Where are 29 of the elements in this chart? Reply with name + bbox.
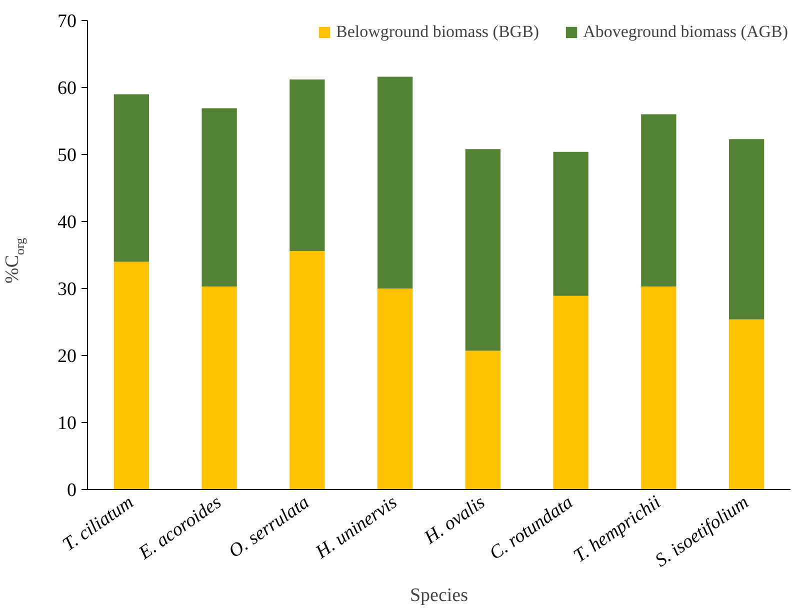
y-tick-label: 10: [58, 413, 76, 434]
bar: [290, 79, 325, 251]
bar: [465, 350, 501, 490]
bar: [202, 108, 237, 286]
legend-label: Aboveground biomass (AGB): [583, 22, 788, 42]
bar: [114, 94, 150, 262]
bar: [114, 262, 150, 490]
y-tick-label: 20: [58, 346, 76, 367]
y-tick-label: 40: [58, 212, 76, 233]
bar: [641, 114, 676, 286]
y-tick-label: 60: [58, 78, 76, 99]
bar: [553, 152, 588, 296]
y-tick-label: 0: [67, 480, 76, 501]
bar: [377, 76, 413, 288]
y-tick-label: 50: [58, 145, 76, 166]
bar: [553, 296, 588, 490]
bar: [377, 288, 413, 490]
y-axis-title: %Corg: [2, 237, 27, 284]
bar: [728, 139, 764, 320]
bar: [202, 286, 237, 490]
bar: [290, 250, 325, 490]
x-tick-label: H. ovalis: [420, 492, 489, 550]
y-tick-label: 30: [58, 279, 76, 300]
bar: [641, 286, 676, 490]
bar: [465, 149, 501, 351]
bar: [728, 319, 764, 490]
y-tick-label: 70: [58, 11, 76, 32]
x-axis-title: Species: [410, 585, 468, 606]
legend-label: Belowground biomass (BGB): [336, 22, 540, 42]
